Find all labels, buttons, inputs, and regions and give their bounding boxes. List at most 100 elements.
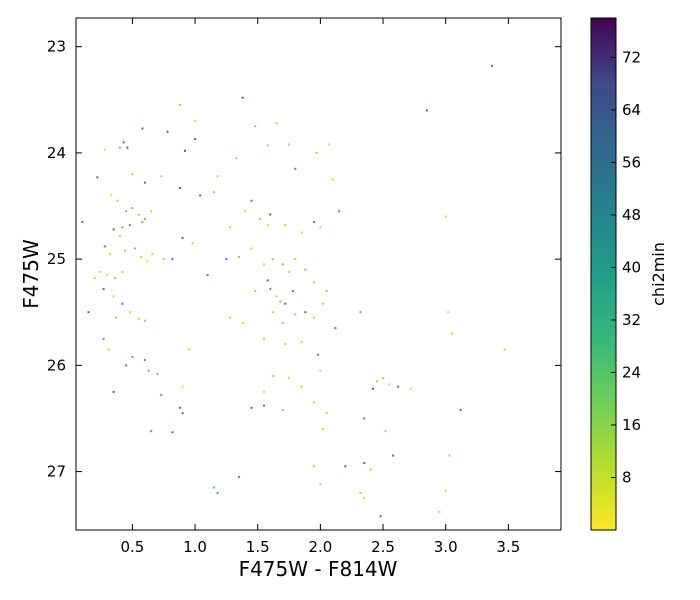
data-point (328, 143, 331, 146)
data-point (108, 252, 111, 255)
data-point (344, 465, 347, 468)
data-point (143, 217, 146, 220)
data-point (128, 311, 131, 314)
data-point (126, 146, 129, 149)
data-point (106, 274, 109, 277)
data-point (237, 475, 240, 478)
data-point (438, 510, 441, 513)
colorbar-tick-label: 32 (622, 311, 641, 329)
y-tick-label: 25 (47, 250, 66, 268)
data-point (325, 412, 328, 415)
data-point (241, 321, 244, 324)
data-point (137, 213, 140, 216)
data-point (162, 258, 165, 261)
data-point (216, 491, 219, 494)
y-tick-label: 26 (47, 356, 66, 374)
data-point (107, 348, 110, 351)
x-axis-ticks: 0.5 1.0 1.5 2.0 2.5 3.0 3.5 (120, 18, 520, 556)
data-point (143, 319, 146, 322)
data-point (118, 234, 121, 237)
data-point (263, 390, 265, 393)
data-point (131, 173, 134, 176)
data-point (321, 302, 324, 305)
data-point (102, 287, 105, 290)
data-point (397, 385, 400, 388)
data-point (179, 406, 181, 409)
data-point (266, 224, 269, 227)
colorbar-tick-label: 40 (622, 258, 641, 276)
data-point (491, 64, 494, 67)
data-point (271, 375, 274, 377)
data-point (179, 187, 181, 189)
data-point (156, 372, 159, 375)
colorbar-tick-label: 72 (622, 48, 641, 66)
data-point (146, 260, 149, 263)
colorbar-tick-label: 24 (622, 363, 641, 381)
colorbar-tick-label: 48 (622, 206, 641, 224)
data-point (212, 486, 215, 489)
data-point (116, 199, 119, 202)
data-point (150, 430, 153, 433)
data-point (363, 497, 366, 500)
colorbar-ticks: 8 16 24 32 40 48 56 64 72 (611, 48, 641, 486)
data-point (137, 317, 140, 320)
data-point (294, 258, 297, 261)
data-point (288, 143, 290, 146)
plot-area (75, 17, 562, 531)
data-point (181, 236, 184, 239)
data-point (304, 311, 307, 314)
data-point (284, 343, 287, 346)
data-point (319, 483, 322, 486)
data-point (319, 226, 322, 229)
data-point (359, 311, 362, 314)
data-point (369, 468, 372, 471)
y-axis-label: F475W (19, 239, 43, 309)
x-axis-label: F475W - F814W (239, 557, 398, 581)
data-point (284, 302, 287, 305)
data-point (150, 210, 153, 213)
data-point (363, 462, 366, 465)
data-point (291, 290, 294, 292)
data-point (128, 224, 131, 227)
data-point (98, 270, 101, 273)
data-point (459, 409, 462, 411)
data-point (118, 146, 121, 149)
data-point (315, 151, 318, 154)
x-tick-label: 2.0 (308, 538, 332, 556)
data-point (281, 409, 284, 411)
data-point (206, 274, 209, 277)
data-point (112, 390, 115, 393)
data-point (125, 210, 128, 213)
data-point (179, 104, 181, 107)
data-point (334, 327, 337, 330)
data-point (279, 300, 282, 303)
x-tick-label: 1.0 (183, 538, 207, 556)
colorbar-label: chi2min (649, 242, 668, 306)
data-point (103, 148, 106, 151)
data-point (300, 341, 303, 343)
data-point (244, 210, 247, 213)
x-tick-label: 3.5 (496, 538, 520, 556)
data-point (113, 277, 116, 280)
data-point (331, 178, 334, 181)
data-point (122, 141, 125, 144)
data-point (141, 221, 144, 223)
data-point (181, 385, 184, 388)
data-point (300, 231, 303, 234)
data-point (363, 417, 366, 420)
data-point (254, 125, 257, 128)
y-tick-label: 23 (47, 38, 66, 56)
data-point (338, 210, 341, 213)
data-point (313, 221, 316, 223)
data-point (229, 316, 232, 319)
colorbar-tick-label: 16 (622, 416, 641, 434)
data-point (392, 454, 395, 457)
data-point (212, 191, 215, 194)
data-point (194, 138, 197, 141)
y-axis-ticks: 23 24 25 26 27 (47, 38, 561, 481)
data-point (269, 213, 272, 216)
data-point (250, 199, 253, 202)
data-point (325, 290, 328, 292)
data-point (110, 194, 113, 197)
